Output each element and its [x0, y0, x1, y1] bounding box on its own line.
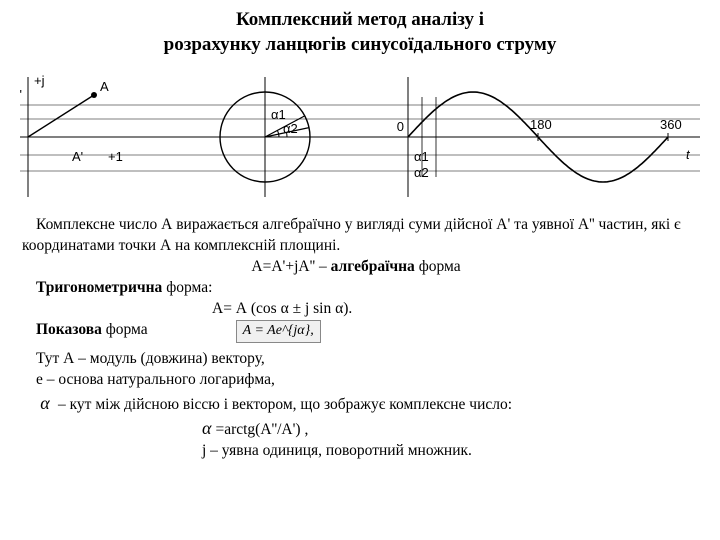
paragraph-intro: Комплексне число А виражається алгебраїч…: [22, 215, 690, 257]
svg-text:t: t: [686, 147, 691, 162]
line-exp-label: Показова форма A = Ae^{jα},: [22, 320, 690, 343]
equation-arctg: α =arctg(А''/А') ,: [22, 416, 690, 441]
figure-container: +jА''АА'+1α1α20180360α1α2t: [20, 67, 700, 207]
figure-svg: +jА''АА'+1α1α20180360α1α2t: [20, 67, 700, 207]
svg-text:+1: +1: [108, 149, 123, 164]
line-e: е – основа натурального логарифма,: [22, 370, 690, 391]
svg-text:0: 0: [397, 119, 404, 134]
svg-text:180: 180: [530, 117, 552, 132]
svg-text:360: 360: [660, 117, 682, 132]
eq-alg-main: А=А'+jА'' –: [251, 258, 330, 275]
alpha-def-text: – кут між дійсною віссю і вектором, що з…: [58, 395, 512, 416]
exp-tail: форма: [102, 321, 148, 338]
alpha-symbol-2: α: [202, 416, 211, 440]
svg-text:α1: α1: [414, 149, 429, 164]
svg-text:А: А: [100, 79, 109, 94]
trig-tail: форма:: [162, 279, 212, 296]
trig-bold: Тригонометрична: [36, 279, 162, 296]
slide-title: Комплексний метод аналізу і розрахунку л…: [0, 0, 720, 63]
svg-text:α2: α2: [414, 165, 429, 180]
line-j: j – уявна одиниця, поворотний множник.: [22, 441, 690, 462]
exp-bold: Показова: [36, 321, 102, 338]
svg-text:α2: α2: [283, 121, 298, 136]
line-modulus: Тут А – модуль (довжина) вектору,: [22, 349, 690, 370]
svg-text:+j: +j: [34, 73, 45, 88]
svg-text:А'': А'': [20, 87, 22, 102]
body-text: Комплексне число А виражається алгебраїч…: [0, 215, 720, 461]
equation-trig: А= А (cos α ± j sin α).: [22, 299, 690, 320]
slide-page: Комплексний метод аналізу і розрахунку л…: [0, 0, 720, 540]
eq-arctg-text: =arctg(А''/А') ,: [215, 420, 308, 441]
svg-text:α1: α1: [271, 107, 286, 122]
svg-text:А': А': [72, 149, 83, 164]
exp-formula-image: A = Ae^{jα},: [236, 320, 321, 343]
line-trig-label: Тригонометрична форма:: [22, 278, 690, 299]
eq-alg-bold: алгебраїчна: [331, 258, 415, 275]
title-line1: Комплексний метод аналізу і: [236, 9, 484, 30]
title-line2: розрахунку ланцюгів синусоїдального стру…: [164, 34, 557, 55]
equation-algebraic: А=А'+jА'' – алгебраїчна форма: [22, 257, 690, 278]
alpha-symbol-1: α: [36, 391, 54, 415]
line-alpha-def: α – кут між дійсною віссю і вектором, що…: [22, 391, 690, 416]
eq-alg-tail: форма: [415, 258, 461, 275]
